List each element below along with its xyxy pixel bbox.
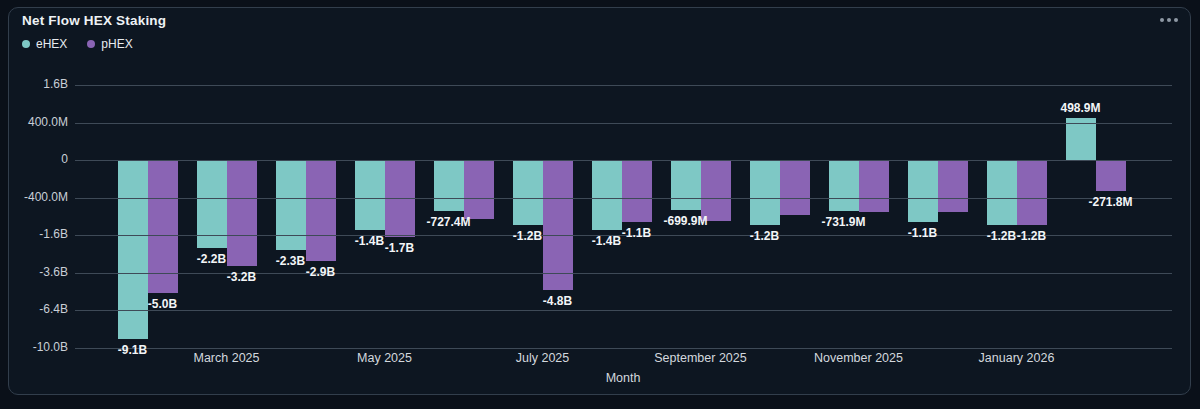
bar-value-label: -727.4M [404, 215, 494, 229]
bar-ehex[interactable] [987, 160, 1017, 225]
bar-ehex[interactable] [1066, 118, 1096, 160]
bar-value-label: 498.9M [1036, 101, 1126, 115]
x-tick-label: July 2025 [473, 351, 613, 365]
bar-ehex[interactable] [118, 160, 148, 339]
y-tick-label: 0 [0, 152, 68, 166]
y-tick-label: 1.6B [0, 77, 68, 91]
chart-title: Net Flow HEX Staking [22, 13, 166, 28]
y-tick-label: -6.4B [0, 302, 68, 316]
y-tick-label: -400.0M [0, 190, 68, 204]
bar-value-label: -1.2B [987, 229, 1077, 243]
grid-line [75, 85, 1172, 86]
bar-value-label: -5.0B [118, 297, 208, 311]
bar-ehex[interactable] [513, 160, 543, 225]
bar-value-label: -2.9B [276, 265, 366, 279]
bar-ehex[interactable] [355, 160, 385, 230]
x-tick-label: January 2026 [947, 351, 1087, 365]
chart-legend: eHEX pHEX [22, 37, 133, 51]
bar-phex[interactable] [780, 160, 810, 215]
bar-phex[interactable] [1096, 160, 1126, 191]
bar-phex[interactable] [938, 160, 968, 212]
legend-dot-icon [22, 40, 30, 48]
grid-line [75, 348, 1172, 349]
bar-ehex[interactable] [750, 160, 780, 225]
bar-value-label: -1.7B [355, 241, 445, 255]
bar-ehex[interactable] [829, 160, 859, 211]
bar-value-label: -1.1B [592, 226, 682, 240]
legend-item-ehex[interactable]: eHEX [22, 37, 67, 51]
bar-ehex[interactable] [671, 160, 701, 210]
bar-value-label: -4.8B [513, 294, 603, 308]
grid-line [75, 160, 1172, 161]
y-tick-label: 400.0M [0, 115, 68, 129]
x-tick-label: November 2025 [789, 351, 929, 365]
y-tick-label: -3.6B [0, 265, 68, 279]
bar-phex[interactable] [859, 160, 889, 212]
bar-ehex[interactable] [592, 160, 622, 230]
bar-ehex[interactable] [276, 160, 306, 250]
bar-phex[interactable] [1017, 160, 1047, 225]
bar-ehex[interactable] [908, 160, 938, 222]
bar-value-label: -3.2B [197, 270, 287, 284]
bar-value-label: -1.2B [483, 229, 573, 243]
legend-item-phex[interactable]: pHEX [87, 37, 132, 51]
x-tick-label: March 2025 [157, 351, 297, 365]
bar-phex[interactable] [464, 160, 494, 219]
ellipsis-icon [1174, 18, 1178, 22]
bar-value-label: -731.9M [799, 215, 889, 229]
bar-phex[interactable] [701, 160, 731, 221]
bar-phex[interactable] [543, 160, 573, 290]
y-tick-label: -10.0B [0, 340, 68, 354]
grid-line [75, 198, 1172, 199]
ellipsis-menu-button[interactable] [1152, 10, 1186, 30]
bar-value-label: -2.2B [167, 252, 257, 266]
y-tick-label: -1.6B [0, 227, 68, 241]
ellipsis-icon [1167, 18, 1171, 22]
grid-line [75, 310, 1172, 311]
x-axis-title: Month [553, 371, 693, 385]
bar-value-label: -1.1B [878, 226, 968, 240]
bar-ehex[interactable] [434, 160, 464, 211]
net-flow-chart-panel: Net Flow HEX Staking eHEX pHEX 1.6B 400.0M… [0, 0, 1200, 409]
bar-value-label: -271.8M [1066, 195, 1156, 209]
grid-line [75, 123, 1172, 124]
legend-label: eHEX [36, 37, 67, 51]
bar-value-label: -9.1B [88, 343, 178, 357]
bar-value-label: -1.2B [720, 229, 810, 243]
legend-label: pHEX [101, 37, 132, 51]
legend-dot-icon [87, 40, 95, 48]
ellipsis-icon [1160, 18, 1164, 22]
x-tick-label: May 2025 [315, 351, 455, 365]
x-tick-label: September 2025 [631, 351, 771, 365]
bar-phex[interactable] [227, 160, 257, 266]
